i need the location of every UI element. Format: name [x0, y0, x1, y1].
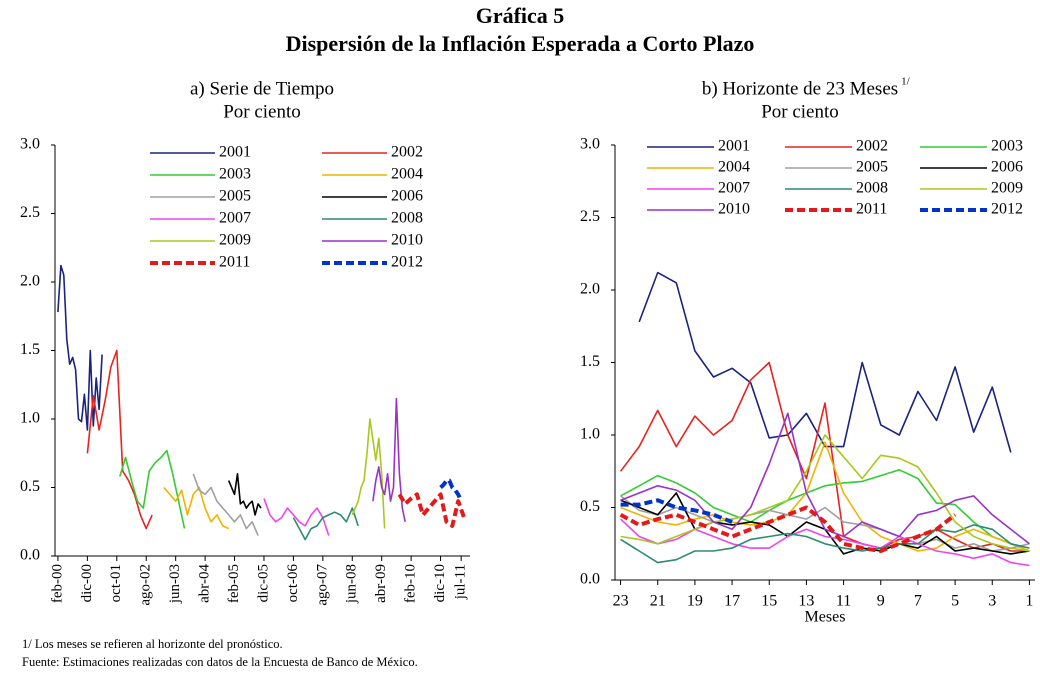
x-tick-label: dic-10	[432, 564, 448, 602]
series-line	[439, 478, 464, 503]
series-line	[620, 498, 733, 524]
legend-label: 2009	[219, 232, 251, 249]
y-tick-label: 1.5	[580, 353, 600, 370]
x-tick-label: abr-09	[373, 564, 389, 603]
y-tick-label: 3.0	[580, 136, 600, 153]
series-line	[619, 361, 1030, 552]
y-tick-label: 3.0	[20, 136, 40, 153]
series-line	[227, 473, 262, 516]
legend-label: 2007	[718, 180, 750, 197]
x-tick-label: 17	[724, 593, 740, 610]
y-tick-label: 2.0	[20, 273, 40, 290]
legend-label: 2010	[718, 201, 750, 218]
x-tick-label: 3	[988, 593, 996, 610]
x-tick-label: 9	[877, 593, 885, 610]
x-tick-label: 11	[836, 593, 851, 610]
figure-subtitle: Dispersión de la Inflación Esperada a Co…	[286, 31, 755, 56]
y-tick-label: 0.0	[580, 571, 600, 588]
series-line	[86, 349, 153, 530]
legend-label: 2012	[391, 254, 423, 271]
y-tick-label: 0.5	[20, 478, 40, 495]
legend-label: 2012	[991, 201, 1023, 218]
y-tick-label: 2.5	[580, 208, 600, 225]
y-tick-label: 1.0	[20, 410, 40, 427]
x-tick-label: feb-00	[49, 564, 65, 603]
legend-label: 2007	[219, 210, 251, 227]
series-line	[397, 492, 466, 528]
x-tick-label: 5	[951, 593, 959, 610]
series-line	[119, 449, 186, 529]
x-tick-label: 23	[613, 593, 629, 610]
y-tick-label: 0.5	[580, 498, 600, 515]
x-tick-label: feb-05	[226, 564, 242, 603]
series-line	[372, 397, 406, 522]
footnote: 1/ Los meses se refieren al horizonte de…	[22, 637, 283, 651]
legend-label: 2003	[219, 166, 251, 183]
x-tick-label: dic-00	[79, 564, 95, 602]
legend-label: 2008	[856, 180, 888, 197]
legend-label: 2011	[856, 201, 887, 218]
x-tick-label: 7	[914, 593, 922, 610]
y-tick-label: 1.5	[20, 341, 40, 358]
series-line	[192, 473, 259, 536]
x-tick-label: 19	[687, 593, 703, 610]
x-tick-label: feb-10	[403, 564, 419, 603]
x-tick-label: abr-04	[197, 564, 213, 603]
series-line	[620, 518, 1030, 567]
panel-subtitle: Por ciento	[223, 101, 301, 122]
panel-title: b) Horizonte de 23 Meses	[702, 78, 898, 99]
x-axis-label: Meses	[805, 609, 846, 626]
series-line	[620, 495, 1030, 552]
x-tick-label: jun-03	[167, 564, 183, 604]
legend-label: 2006	[991, 159, 1023, 176]
legend-label: 2002	[856, 138, 888, 155]
series-line	[351, 418, 386, 529]
x-tick-label: jun-08	[344, 564, 360, 604]
y-tick-label: 1.0	[580, 426, 600, 443]
legend-label: 2006	[391, 188, 423, 205]
legend-label: 2002	[391, 144, 423, 161]
x-tick-label: ago-07	[314, 564, 330, 606]
y-tick-label: 2.0	[580, 281, 600, 298]
x-tick-label: dic-05	[255, 564, 271, 602]
panel-title-note: 1/	[901, 76, 911, 88]
series-line	[620, 412, 1030, 545]
figure-title: Gráfica 5	[476, 3, 565, 28]
y-tick-label: 0.0	[20, 547, 40, 564]
x-tick-label: 15	[761, 593, 777, 610]
series-line	[163, 486, 230, 530]
legend-label: 2010	[391, 232, 423, 249]
legend-label: 2001	[219, 144, 251, 161]
panel-subtitle: Por ciento	[761, 101, 839, 122]
legend-label: 2011	[219, 254, 250, 271]
y-tick-label: 2.5	[20, 204, 40, 221]
series-line	[292, 507, 359, 541]
legend-label: 2001	[718, 138, 750, 155]
series-line	[620, 434, 1030, 552]
x-tick-label: 21	[650, 593, 666, 610]
series-line	[620, 469, 1030, 552]
series-line	[263, 498, 330, 536]
legend-label: 2008	[391, 210, 423, 227]
panel-title: a) Serie de Tiempo	[190, 78, 334, 99]
legend-label: 2003	[991, 138, 1023, 155]
x-tick-label: 1	[1025, 593, 1033, 610]
legend-label: 2009	[991, 180, 1023, 197]
footnote: Fuente: Estimaciones realizadas con dato…	[22, 655, 418, 669]
legend-label: 2005	[219, 188, 251, 205]
legend-label: 2005	[856, 159, 888, 176]
legend-label: 2004	[391, 166, 423, 183]
x-tick-label: jul-11	[453, 564, 469, 600]
x-tick-label: oct-01	[108, 564, 124, 602]
x-tick-label: oct-06	[285, 564, 301, 603]
legend-label: 2004	[718, 159, 750, 176]
x-tick-label: 13	[798, 593, 814, 610]
series-line	[638, 271, 1012, 453]
series-line	[620, 524, 1030, 564]
x-tick-label: ago-02	[138, 564, 154, 606]
